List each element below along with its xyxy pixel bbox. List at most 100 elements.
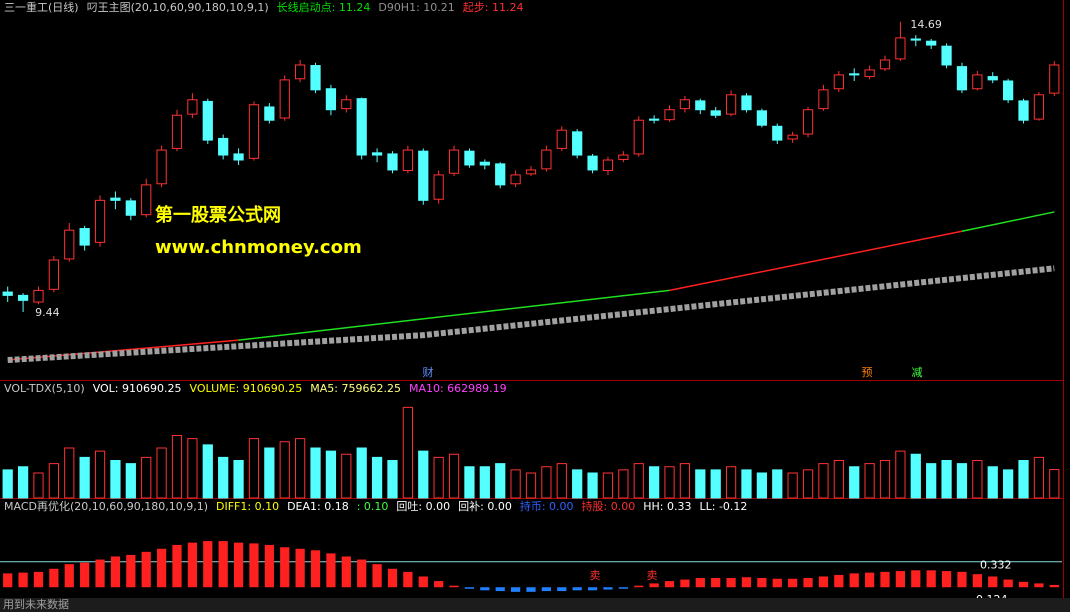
- candle-body: [79, 228, 90, 246]
- volume-bar: [48, 463, 59, 499]
- candle-body: [310, 65, 321, 91]
- header-item: VOL-TDX(5,10): [4, 382, 85, 395]
- volume-bar: [218, 456, 229, 499]
- volume-bar: [787, 472, 798, 499]
- volume-bar: [818, 463, 829, 499]
- candle-body: [633, 119, 644, 155]
- header-item: 起步: 11.24: [463, 1, 524, 14]
- volume-bar: [33, 472, 44, 499]
- volume-bar: [1033, 456, 1045, 499]
- volume-bar: [310, 447, 321, 499]
- candle-body: [295, 64, 306, 80]
- header-item: DIFF1: 0.10: [216, 500, 279, 513]
- candle-body: [48, 259, 59, 290]
- macd-bar: [972, 574, 982, 588]
- candle-body: [618, 154, 629, 160]
- candle-body: [664, 109, 675, 121]
- volume-bar: [94, 450, 106, 499]
- macd-bar: [587, 587, 598, 591]
- macd-bar: [988, 576, 998, 588]
- volume-bar: [772, 469, 783, 499]
- macd-bar: [218, 541, 228, 588]
- moving-average-line: [669, 230, 963, 292]
- candle-body: [2, 291, 13, 296]
- candle-body: [602, 159, 614, 172]
- macd-bar: [541, 587, 552, 592]
- volume-bar: [510, 469, 521, 499]
- header-item: VOL: 910690.25: [93, 382, 182, 395]
- volume-bar: [402, 406, 413, 499]
- candle-body: [772, 125, 783, 141]
- candle-body: [433, 174, 444, 200]
- macd-bar: [80, 562, 90, 588]
- event-marker: 预: [862, 366, 873, 379]
- candle-body: [525, 169, 537, 175]
- volume-bar: [418, 450, 429, 499]
- macd-bar: [326, 553, 336, 588]
- macd-bar: [649, 583, 659, 588]
- volume-bar: [79, 456, 90, 499]
- candle-body: [202, 100, 213, 141]
- candle-body: [387, 153, 398, 171]
- header-item: VOLUME: 910690.25: [190, 382, 303, 395]
- volume-bar: [602, 472, 614, 499]
- candle-body: [910, 38, 921, 41]
- macd-bar: [957, 571, 967, 588]
- macd-bar: [941, 571, 952, 588]
- macd-bar: [110, 556, 121, 588]
- volume-bar: [541, 466, 552, 499]
- candle-body: [941, 45, 952, 66]
- candle-body: [849, 73, 860, 76]
- macd-bar: [741, 577, 752, 588]
- status-bar: [0, 598, 1070, 612]
- macd-bar: [172, 544, 182, 588]
- header-item: 持币: 0.00: [520, 499, 574, 513]
- volume-bar: [695, 469, 706, 499]
- candle-body: [787, 134, 798, 140]
- macd-bar: [726, 578, 736, 588]
- volume-bar: [741, 469, 752, 499]
- volume-bar: [1018, 460, 1029, 499]
- volume-bar: [895, 450, 906, 499]
- volume-bar: [2, 469, 13, 499]
- candle-body: [833, 74, 844, 90]
- volume-bar: [941, 460, 952, 499]
- candle-body: [341, 99, 352, 110]
- macd-bar: [64, 564, 74, 588]
- macd-bar: [757, 578, 767, 588]
- header-item: D90H1: 10.21: [378, 1, 454, 14]
- volume-bar: [956, 463, 968, 499]
- candle-body: [356, 98, 367, 156]
- macd-bar: [33, 571, 44, 588]
- macd-bar: [203, 541, 213, 588]
- header-item: 回补: 0.00: [458, 500, 512, 513]
- watermark: 第一股票公式网: [155, 204, 281, 226]
- header-item: MA5: 759662.25: [310, 382, 401, 395]
- macd-bar: [310, 550, 321, 588]
- macd-bar: [1049, 584, 1059, 588]
- macd-bar: [695, 578, 705, 588]
- volume-bar: [556, 463, 567, 499]
- candle-body: [756, 110, 767, 126]
- event-marker: 减: [912, 366, 923, 379]
- macd-bar: [233, 542, 244, 588]
- header-item: LL: -0.12: [699, 500, 747, 513]
- macd-bar: [341, 556, 351, 588]
- volume-bar: [433, 456, 444, 499]
- candle-body: [556, 129, 567, 149]
- volume-bar: [448, 453, 460, 499]
- volume-bar: [633, 463, 644, 499]
- macd-bar: [18, 572, 28, 588]
- macd-bar: [387, 568, 398, 588]
- macd-bar: [126, 554, 136, 588]
- volume-bar: [371, 456, 383, 499]
- volume-bar: [141, 456, 152, 499]
- volume-bar: [202, 444, 213, 499]
- macd-bar: [926, 570, 936, 588]
- volume-bar: [864, 463, 875, 499]
- high-label: 14.69: [910, 18, 942, 31]
- macd-bar: [372, 564, 382, 588]
- macd-bar: [1018, 581, 1029, 588]
- macd-bar: [187, 542, 198, 588]
- macd-bar: [95, 559, 105, 588]
